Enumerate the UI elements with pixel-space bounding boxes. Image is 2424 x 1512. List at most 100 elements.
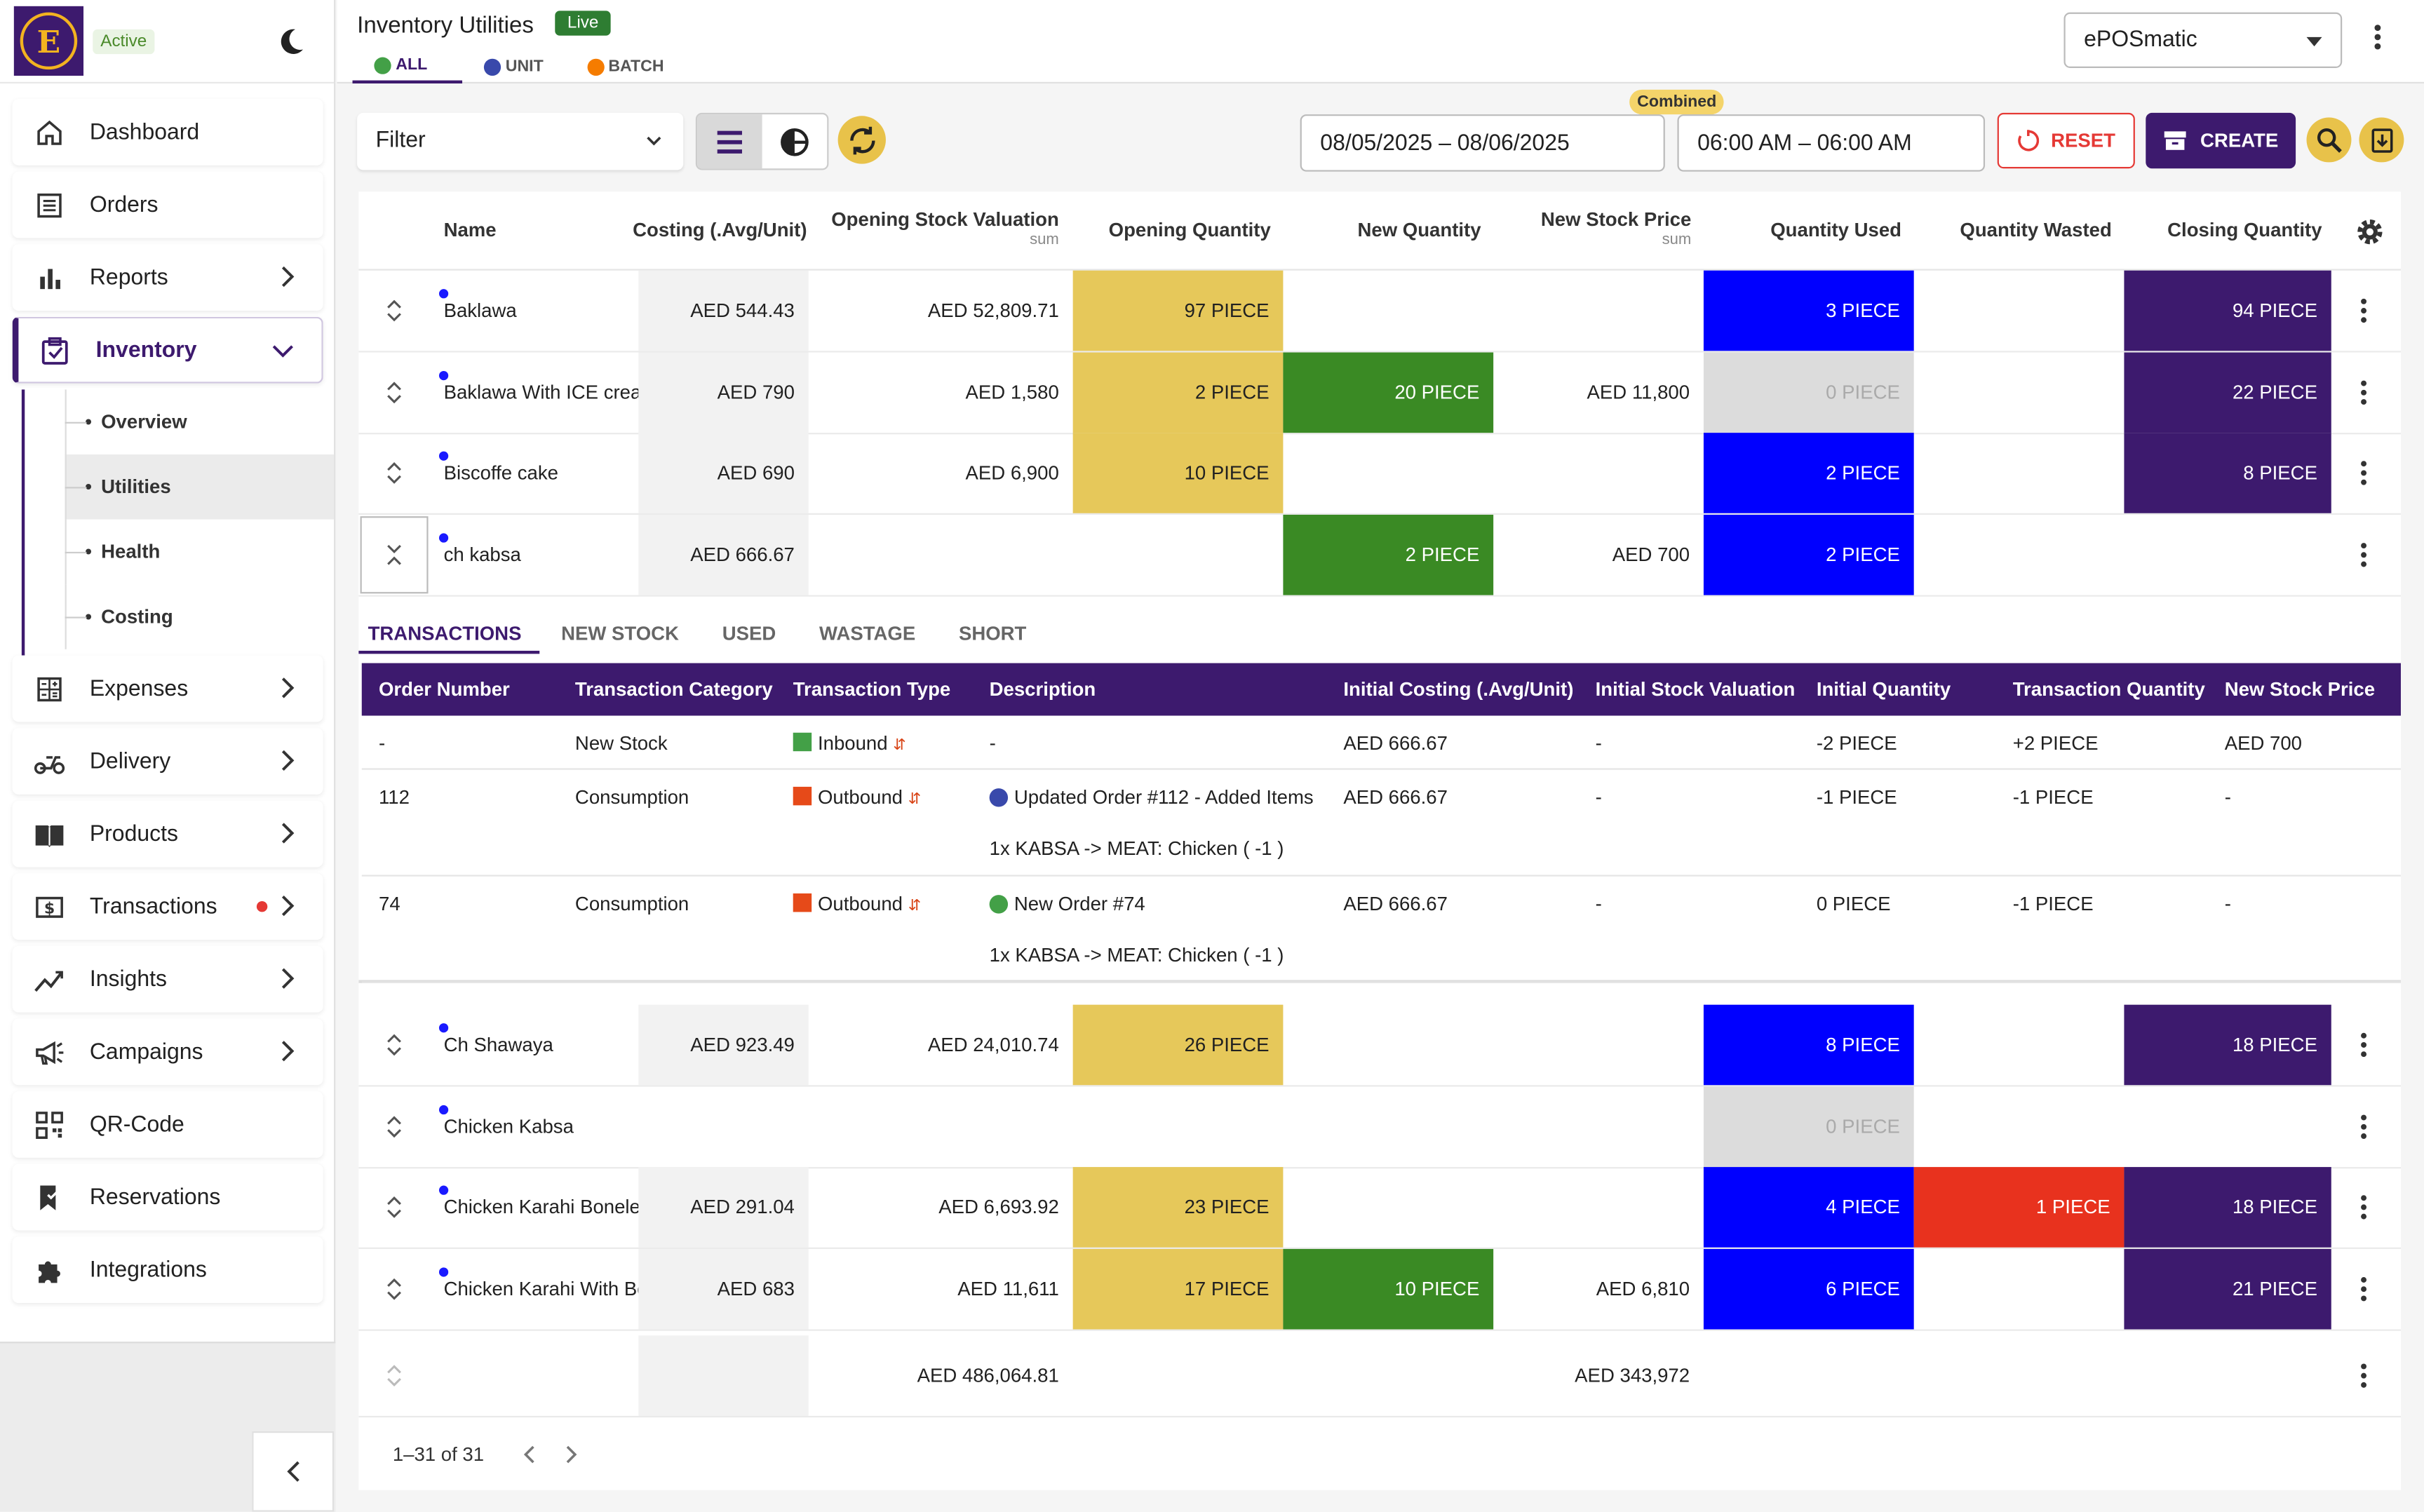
sidebar-item-inventory[interactable]: Inventory bbox=[12, 316, 323, 384]
sidebar-item-reservations[interactable]: Reservations bbox=[12, 1163, 323, 1231]
refresh-button[interactable] bbox=[837, 116, 886, 164]
submenu-costing[interactable]: • Costing bbox=[65, 584, 335, 649]
create-button[interactable]: CREATE bbox=[2146, 112, 2296, 169]
col-quantity-used[interactable]: Quantity Used bbox=[1770, 218, 1902, 241]
export-button[interactable] bbox=[2359, 117, 2404, 163]
expand-row-button[interactable] bbox=[358, 433, 428, 513]
reset-button[interactable]: RESET bbox=[1997, 112, 2135, 169]
table-row[interactable]: Chicken Karahi With BoneAED 683 AED 11,61… bbox=[358, 1248, 2401, 1330]
tab-new-stock[interactable]: NEW STOCK bbox=[561, 623, 679, 645]
col-costing[interactable]: Costing (.Avg/Unit) bbox=[633, 218, 807, 241]
sidebar-item-delivery[interactable]: Delivery bbox=[12, 728, 323, 795]
more-vert-icon[interactable] bbox=[2362, 22, 2393, 53]
filter-select[interactable]: Filter bbox=[357, 112, 684, 170]
sidebar-item-label: Delivery bbox=[89, 748, 171, 774]
more-vert-icon[interactable] bbox=[2348, 295, 2379, 326]
expand-row-button[interactable] bbox=[358, 271, 428, 351]
sidebar-item-insights[interactable]: Insights bbox=[12, 945, 323, 1013]
transaction-row[interactable]: 112 Consumption Outbound ⇵ Updated Order #1… bbox=[361, 770, 2401, 877]
next-page-icon[interactable] bbox=[565, 1444, 580, 1466]
sidebar-item-reports[interactable]: Reports bbox=[12, 244, 323, 311]
table-row[interactable]: ch kabsa AED 666.67 2 PIECE AED 700 2 PIECE bbox=[358, 513, 2401, 596]
more-vert-icon[interactable] bbox=[2348, 1030, 2379, 1060]
more-vert-icon[interactable] bbox=[2348, 539, 2379, 569]
item-name[interactable]: Ch Shawaya bbox=[443, 1034, 553, 1056]
tab-used[interactable]: USED bbox=[722, 623, 776, 645]
item-name[interactable]: Baklawa bbox=[443, 299, 517, 322]
settings-gear-icon[interactable] bbox=[2355, 217, 2385, 248]
sidebar-item-orders[interactable]: Orders bbox=[12, 171, 323, 238]
cell-new-stock-price: AED 11,800 bbox=[1587, 381, 1690, 403]
sidebar-item-expenses[interactable]: Expenses bbox=[12, 655, 323, 722]
submenu-overview[interactable]: • Overview bbox=[65, 389, 335, 455]
collapse-sidebar-button[interactable] bbox=[252, 1431, 335, 1512]
dollar-icon: $ bbox=[34, 891, 65, 922]
sidebar-item-transactions[interactable]: $ Transactions bbox=[12, 873, 323, 940]
table-row[interactable]: Chicken Kabsa 0 PIECE bbox=[358, 1086, 2401, 1168]
expand-row-button[interactable] bbox=[358, 1248, 428, 1329]
cell-opening-quantity: 97 PIECE bbox=[1072, 270, 1284, 351]
moon-icon[interactable] bbox=[275, 26, 306, 57]
expand-row-button[interactable] bbox=[358, 351, 428, 432]
col-name[interactable]: Name bbox=[443, 218, 497, 241]
unfold-icon bbox=[386, 1196, 400, 1218]
tab-short[interactable]: SHORT bbox=[958, 623, 1027, 645]
cell-quantity-wasted bbox=[1914, 433, 2125, 513]
expand-row-button[interactable] bbox=[358, 1005, 428, 1086]
sidebar-item-label: Orders bbox=[89, 192, 159, 217]
expand-row-button[interactable] bbox=[358, 1167, 428, 1248]
tab-wastage[interactable]: WASTAGE bbox=[819, 623, 916, 645]
unit-dot-icon bbox=[438, 370, 449, 380]
more-vert-icon[interactable] bbox=[2348, 1361, 2379, 1391]
item-name[interactable]: Biscoffe cake bbox=[443, 462, 558, 484]
transaction-row[interactable]: 74 Consumption Outbound ⇵ New Order #74 1x K… bbox=[361, 877, 2401, 983]
sidebar-item-campaigns[interactable]: Campaigns bbox=[12, 1018, 323, 1086]
tab-unit[interactable]: UNIT bbox=[462, 53, 565, 83]
cell-quantity-used: 0 PIECE bbox=[1703, 351, 1914, 433]
sidebar-item-qr-code[interactable]: QR-Code bbox=[12, 1091, 323, 1158]
item-name[interactable]: Chicken Kabsa bbox=[443, 1115, 574, 1138]
item-name[interactable]: Chicken Karahi Boneless bbox=[443, 1196, 639, 1218]
transaction-row[interactable]: - New Stock Inbound ⇵ - AED 666.67 - -2 PIECE +… bbox=[361, 715, 2401, 770]
sidebar-item-dashboard[interactable]: Dashboard bbox=[12, 99, 323, 166]
col-opening-valuation[interactable]: Opening Stock Valuation sum bbox=[831, 208, 1059, 249]
col-new-stock-price[interactable]: New Stock Price sum bbox=[1540, 208, 1692, 249]
expand-row-button[interactable] bbox=[358, 1086, 428, 1166]
cell-opening-quantity bbox=[1073, 514, 1284, 595]
table-row[interactable]: Ch Shawaya AED 923.49 AED 24,010.74 26 PIEC… bbox=[358, 1004, 2401, 1087]
submenu-utilities[interactable]: • Utilities bbox=[65, 454, 335, 520]
cell-costing: AED 291.04 bbox=[638, 1167, 809, 1248]
search-button[interactable] bbox=[2306, 117, 2352, 163]
tab-batch[interactable]: BATCH bbox=[565, 53, 686, 83]
table-row[interactable]: Baklawa With ICE cream AED 790 AED 1,580 2 … bbox=[358, 351, 2401, 434]
col-opening-quantity[interactable]: Opening Quantity bbox=[1108, 218, 1271, 241]
item-name[interactable]: Chicken Karahi With Bone bbox=[443, 1277, 639, 1300]
date-range-input[interactable]: 08/05/2025 – 08/06/2025 bbox=[1300, 114, 1665, 172]
table-row[interactable]: Chicken Karahi Boneless AED 291.04 AED 6,6… bbox=[358, 1167, 2401, 1249]
list-view-button[interactable] bbox=[697, 114, 762, 169]
store-select[interactable]: ePOSmatic bbox=[2063, 12, 2343, 68]
brand-logo[interactable]: E bbox=[13, 6, 84, 76]
tab-transactions[interactable]: TRANSACTIONS bbox=[358, 619, 540, 654]
item-name[interactable]: Baklawa With ICE cream bbox=[443, 381, 639, 403]
cell-opening-valuation: AED 1,580 bbox=[965, 381, 1059, 403]
table-row[interactable]: Baklawa AED 544.43 AED 52,809.71 97 PIECE 3 … bbox=[358, 270, 2401, 353]
table-row[interactable]: Biscoffe cake AED 690 AED 6,900 10 PIECE 2 P… bbox=[358, 433, 2401, 515]
sidebar-item-products[interactable]: Products bbox=[12, 800, 323, 868]
more-vert-icon[interactable] bbox=[2348, 1111, 2379, 1142]
tab-all[interactable]: ALL bbox=[352, 53, 463, 84]
more-vert-icon[interactable] bbox=[2348, 377, 2379, 407]
more-vert-icon[interactable] bbox=[2348, 1273, 2379, 1304]
more-vert-icon[interactable] bbox=[2348, 1192, 2379, 1222]
col-quantity-wasted[interactable]: Quantity Wasted bbox=[1960, 218, 2112, 241]
time-range-input[interactable]: 06:00 AM – 06:00 AM bbox=[1677, 114, 1986, 172]
col-closing-quantity[interactable]: Closing Quantity bbox=[2167, 218, 2322, 241]
expand-row-button[interactable] bbox=[360, 515, 429, 593]
chart-view-button[interactable] bbox=[762, 114, 828, 168]
sidebar-item-integrations[interactable]: Integrations bbox=[12, 1236, 323, 1304]
submenu-health[interactable]: • Health bbox=[65, 519, 335, 585]
item-name[interactable]: ch kabsa bbox=[443, 543, 521, 565]
col-new-quantity[interactable]: New Quantity bbox=[1357, 218, 1481, 241]
prev-page-icon[interactable] bbox=[521, 1444, 537, 1466]
more-vert-icon[interactable] bbox=[2348, 457, 2379, 488]
